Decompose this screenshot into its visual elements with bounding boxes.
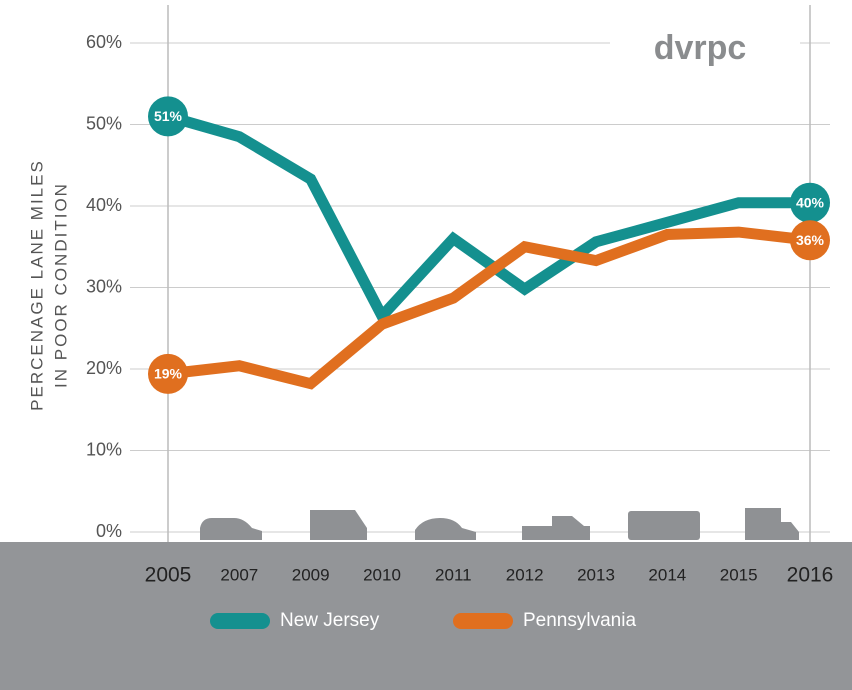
point-marker [148,96,188,137]
x-tick-label: 2009 [292,565,330,584]
footer-band [0,542,852,690]
y-tick-label: 40% [86,195,122,215]
point-marker [790,220,830,261]
y-tick-label: 30% [86,276,122,296]
y-tick-label: 10% [86,439,122,459]
x-tick-label: 2016 [787,564,834,587]
logo-bg [610,22,800,78]
data-label: 19% [154,366,183,382]
y-axis-label: PERCENAGE LANE MILES [27,159,46,411]
x-tick-label: 2014 [648,565,686,584]
legend-label: New Jersey [280,610,380,631]
x-tick-label: 2010 [363,565,401,584]
grid: 0% 10% 20% 30% 40% 50% 60% [86,32,830,541]
point-marker [790,182,830,223]
x-tick-label: 2005 [145,564,192,587]
x-tick-label: 2013 [577,565,615,584]
logo: dvrpc [654,29,747,67]
point-marker [148,353,188,394]
plot: 51% 40% 19% 36% [148,96,830,394]
data-label: 51% [154,108,183,124]
x-tick-label: 2012 [506,565,544,584]
vehicle-icons [200,508,799,540]
x-tick-label: 2015 [720,565,758,584]
y-tick-label: 50% [86,113,122,133]
line [166,111,810,326]
y-tick-label: 0% [96,521,122,541]
data-label: 36% [796,232,825,248]
x-tick-label: 2011 [435,565,472,584]
y-tick-label: 60% [86,32,122,52]
y-tick-label: 20% [86,358,122,378]
y-axis-label: IN POOR CONDITION [51,182,70,388]
data-label: 40% [796,194,825,210]
x-tick-label: 2007 [220,565,258,584]
legend-label: Pennsylvania [523,610,636,631]
line [167,226,811,390]
